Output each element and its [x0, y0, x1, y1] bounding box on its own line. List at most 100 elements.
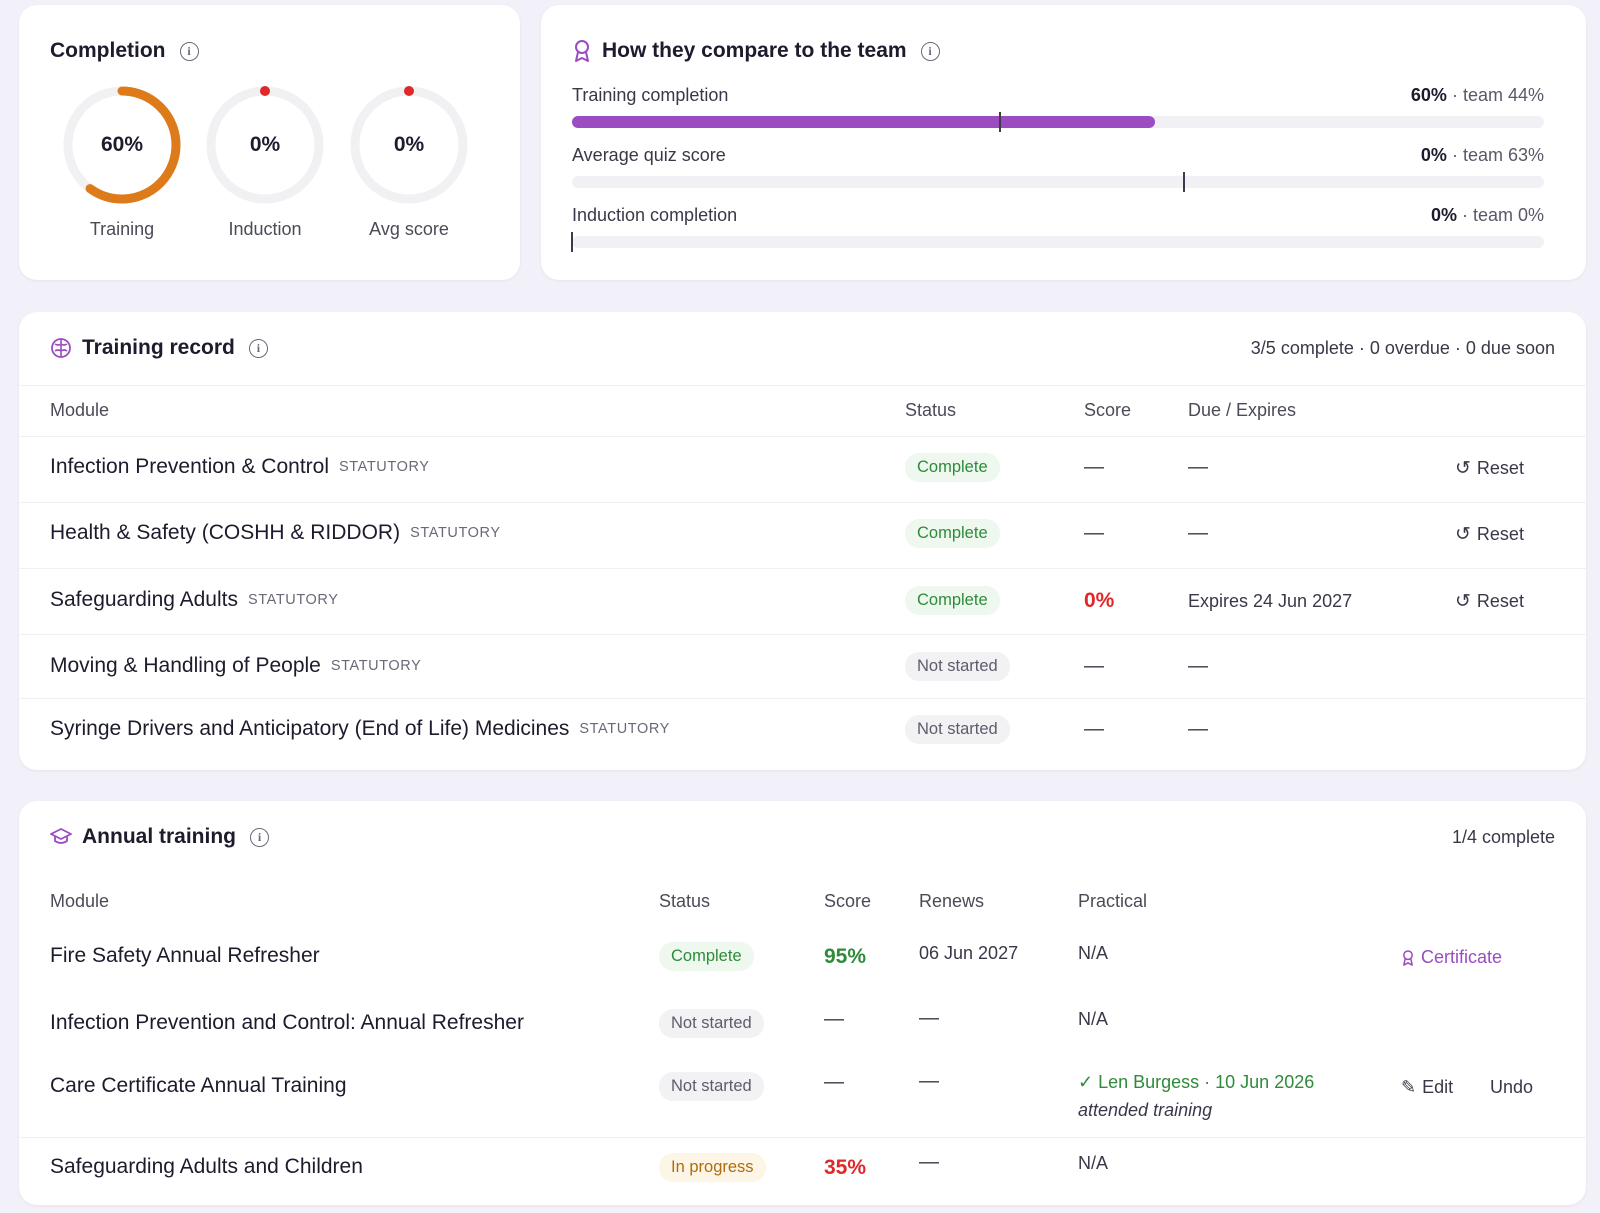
col-header-status: Status [905, 400, 957, 420]
compare-bar [572, 172, 1544, 192]
reset-button[interactable]: ↺ Reset [1455, 458, 1524, 479]
avg-score-ring: 0% Avg score [345, 85, 473, 240]
status-badge: Not started [905, 652, 1010, 681]
compare-title: How they compare to the team i [572, 39, 940, 63]
col-header-renews: Renews [919, 891, 985, 911]
status-badge: Complete [905, 519, 1000, 548]
module-name[interactable]: Safeguarding Adults and Children [50, 1155, 363, 1178]
score-value: 95% [824, 945, 867, 968]
compare-bar-fill [572, 116, 1156, 128]
divider [19, 1137, 1586, 1138]
compare-values: 0% · team 63% [1420, 145, 1544, 165]
module-name[interactable]: Infection Prevention and Control: Annual… [50, 1011, 524, 1034]
reset-button[interactable]: ↺ Reset [1455, 591, 1524, 612]
col-header-status: Status [659, 891, 711, 911]
edit-button[interactable]: ✎ Edit [1401, 1077, 1454, 1097]
training-ring-value: 60% [100, 133, 144, 156]
statutory-tag: STATUTORY [579, 721, 670, 737]
avg-score-ring-chart [350, 86, 468, 204]
compare-values: 0% · team 0% [1430, 205, 1544, 225]
pencil-icon: ✎ [1401, 1077, 1417, 1097]
compare-label: Induction completion [572, 205, 738, 225]
team-marker [1183, 172, 1186, 192]
compare-title-text: How they compare to the team [602, 39, 907, 62]
annual-training-card: Annual training i 1/4 complete Module St… [19, 801, 1586, 1205]
compare-row-quiz: Average quiz score 0% · team 63% [572, 145, 1544, 192]
info-icon[interactable]: i [248, 338, 268, 358]
award-icon [575, 40, 589, 62]
team-marker [571, 232, 573, 252]
training-record-title: Training record i [50, 336, 268, 360]
annual-training-summary: 1/4 complete [1451, 827, 1555, 847]
training-ring-label: Training [89, 219, 155, 239]
module-name[interactable]: Safeguarding Adults STATUTORY [50, 588, 339, 611]
info-icon[interactable]: i [250, 827, 269, 847]
award-icon [1403, 949, 1413, 966]
col-header-practical: Practical [1078, 891, 1148, 911]
practical-value: N/A [1078, 1009, 1109, 1029]
reset-icon: ↺ [1455, 458, 1471, 479]
compare-row-induction: Induction completion 0% · team 0% [571, 205, 1544, 252]
score-value: 0% [1084, 589, 1115, 612]
module-name[interactable]: Moving & Handling of People STATUTORY [50, 654, 422, 677]
status-badge: Complete [905, 586, 1000, 615]
compare-label: Training completion [572, 85, 729, 105]
module-name[interactable]: Care Certificate Annual Training [50, 1074, 347, 1097]
info-icon[interactable]: i [920, 41, 940, 61]
compare-bar [572, 112, 1544, 132]
reset-button[interactable]: ↺ Reset [1455, 524, 1524, 545]
score-value: — [1084, 522, 1104, 544]
compare-row-training: Training completion 60% · team 44% [572, 85, 1544, 132]
statutory-tag: STATUTORY [339, 459, 430, 475]
induction-ring: 0% Induction [201, 85, 329, 240]
completion-card: Completion i 60% Training 0% Induction 0… [19, 5, 520, 280]
training-ring-chart [63, 86, 181, 204]
avg-score-ring-label: Avg score [369, 219, 449, 239]
statutory-tag: STATUTORY [247, 592, 339, 608]
renews-value: — [919, 1007, 939, 1029]
renews-value: — [919, 1070, 939, 1092]
score-value: 35% [824, 1156, 867, 1179]
module-name[interactable]: Fire Safety Annual Refresher [50, 944, 320, 967]
status-badge: Not started [905, 715, 1010, 744]
col-header-score: Score [1084, 400, 1132, 420]
training-record-title-text: Training record [82, 336, 235, 359]
col-header-due: Due / Expires [1188, 400, 1297, 420]
team-marker [998, 112, 1001, 132]
undo-button[interactable]: Undo [1490, 1077, 1534, 1097]
score-value: — [1084, 456, 1104, 478]
due-value: — [1188, 718, 1208, 740]
status-badge: Complete [659, 942, 754, 971]
reset-icon: ↺ [1455, 591, 1471, 612]
module-name[interactable]: Syringe Drivers and Anticipatory (End of… [50, 717, 670, 740]
compare-values: 60% · team 44% [1410, 85, 1544, 105]
avg-score-ring-value: 0% [393, 133, 425, 156]
score-value: — [1084, 655, 1104, 677]
induction-ring-value: 0% [249, 133, 281, 156]
practical-value: N/A [1078, 943, 1109, 963]
certificate-link[interactable]: Certificate [1401, 947, 1502, 968]
col-header-module: Module [50, 891, 110, 911]
due-value: — [1188, 456, 1208, 478]
divider [19, 436, 1586, 437]
divider [19, 698, 1586, 699]
team-compare-card: How they compare to the team i Training … [541, 5, 1586, 280]
divider [19, 634, 1586, 635]
practical-note: attended training [1078, 1100, 1213, 1120]
divider [19, 568, 1586, 569]
module-name[interactable]: Health & Safety (COSHH & RIDDOR) STATUTOR… [50, 521, 501, 544]
module-name[interactable]: Infection Prevention & Control STATUTORY [50, 455, 430, 478]
renews-value: — [919, 1151, 939, 1173]
graduation-cap-icon [50, 828, 72, 844]
due-value: — [1188, 655, 1208, 677]
status-badge: Not started [659, 1072, 764, 1101]
compare-bar [571, 232, 1544, 252]
status-badge: Not started [659, 1009, 764, 1038]
renews-value: 06 Jun 2027 [919, 943, 1019, 963]
divider [19, 385, 1586, 386]
info-icon[interactable]: i [179, 41, 199, 61]
induction-ring-label: Induction [228, 219, 302, 239]
statutory-tag: STATUTORY [410, 525, 501, 541]
due-value: Expires 24 Jun 2027 [1188, 591, 1353, 611]
status-badge: Complete [905, 453, 1000, 482]
